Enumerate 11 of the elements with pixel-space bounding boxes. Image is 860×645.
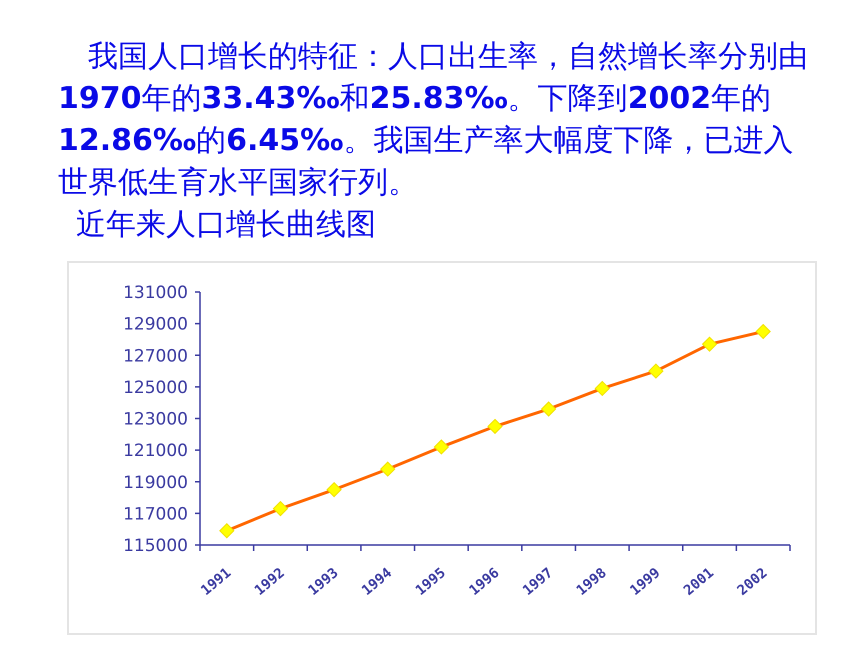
y-tick-label: 115000 [123,536,188,556]
y-tick-label: 129000 [123,314,188,335]
y-tick-label: 117000 [123,504,188,524]
y-tick-label: 125000 [123,378,188,398]
y-tick-label: 119000 [123,472,188,493]
chart-title: 近年来人口增长曲线图 [75,206,377,244]
y-tick-label: 127000 [123,346,188,366]
y-tick-label: 121000 [123,441,188,462]
y-tick-label: 123000 [123,410,188,430]
y-tick-label: 131000 [123,283,188,303]
text: 我国人口增长的特征：人口出生率，自然增长率分别由1970年的33.43‰和25.83‰。下降到2002年的12.86‰的6.45‰。我国生产率大幅度下降，已进入世界低生育水平国家行列。 [58,39,808,200]
